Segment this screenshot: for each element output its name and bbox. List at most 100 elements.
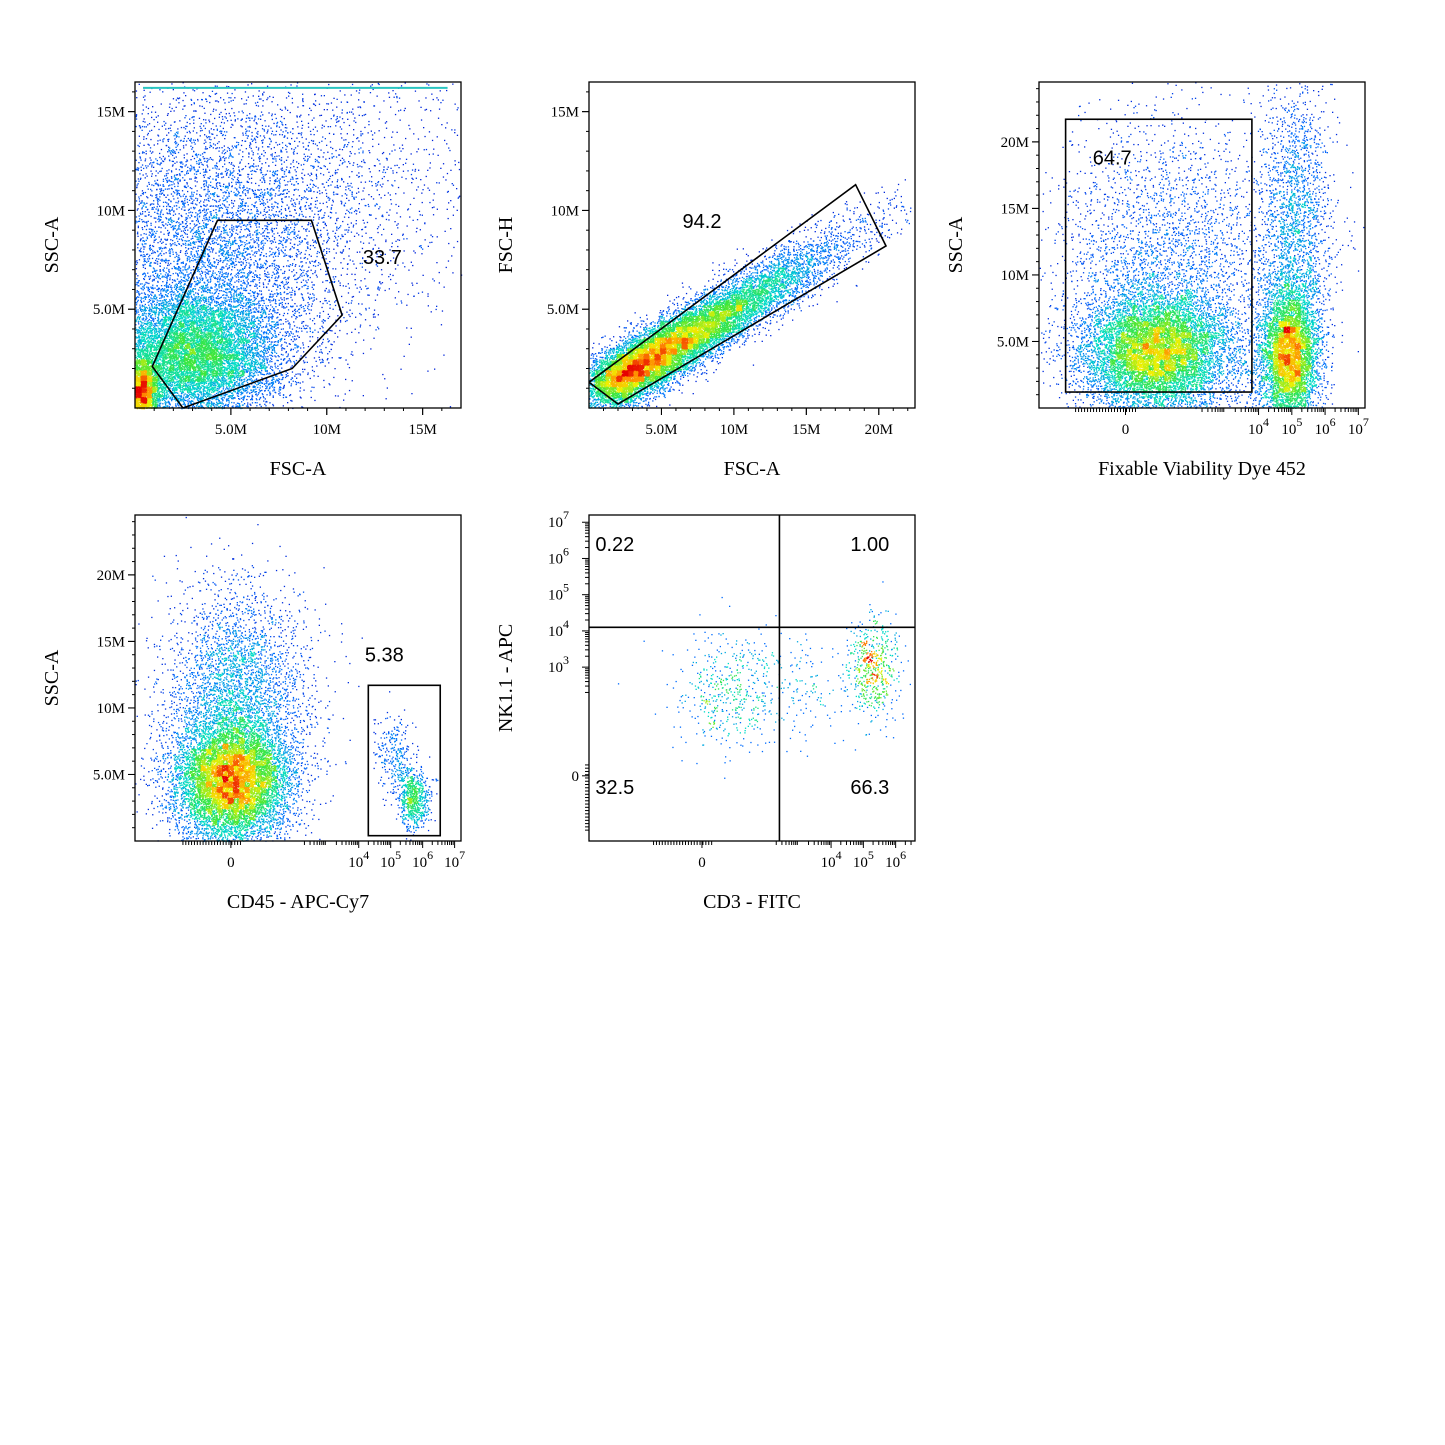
data-point <box>186 250 187 251</box>
data-point <box>295 147 296 148</box>
data-point <box>237 182 238 183</box>
data-point <box>327 241 328 242</box>
data-point <box>174 244 175 245</box>
data-point <box>216 168 217 169</box>
data-point <box>425 109 426 110</box>
data-point <box>402 148 403 149</box>
data-point <box>431 94 432 95</box>
data-point <box>168 235 169 236</box>
data-point <box>449 150 450 151</box>
data-point <box>290 167 291 168</box>
data-point <box>346 229 347 230</box>
data-point <box>314 272 315 273</box>
data-point <box>302 198 303 199</box>
data-point <box>382 184 383 185</box>
data-point <box>369 308 370 309</box>
data-point <box>337 243 338 244</box>
data-point <box>401 85 402 86</box>
data-point <box>150 232 151 233</box>
data-point <box>255 291 256 292</box>
data-point <box>208 198 209 199</box>
data-point <box>261 189 262 190</box>
data-point <box>146 153 147 154</box>
data-point <box>314 357 315 358</box>
data-point <box>335 172 336 173</box>
data-point <box>220 221 221 222</box>
data-point <box>176 194 177 195</box>
data-point <box>151 184 152 185</box>
data-point <box>349 310 350 311</box>
data-point <box>150 235 151 236</box>
data-point <box>191 99 192 100</box>
data-point <box>143 301 144 302</box>
data-point <box>318 223 319 224</box>
data-point <box>290 361 291 362</box>
data-point <box>283 388 284 389</box>
data-point <box>287 110 288 111</box>
data-point <box>259 286 260 287</box>
data-point <box>166 202 167 203</box>
data-point <box>377 182 378 183</box>
data-point <box>349 176 350 177</box>
data-point <box>343 181 344 182</box>
data-point <box>255 224 256 225</box>
data-point <box>279 381 280 382</box>
data-point <box>191 138 192 139</box>
data-point <box>303 326 304 327</box>
data-point <box>232 207 233 208</box>
data-point <box>249 146 250 147</box>
data-point <box>335 237 336 238</box>
data-point <box>212 250 213 251</box>
data-point <box>186 159 187 160</box>
data-point <box>317 161 318 162</box>
data-point <box>351 354 352 355</box>
data-point <box>219 226 220 227</box>
data-point <box>182 221 183 222</box>
data-point <box>145 268 146 269</box>
data-point <box>378 328 379 329</box>
data-point <box>308 267 309 268</box>
data-point <box>285 215 286 216</box>
data-point <box>284 273 285 274</box>
data-point <box>261 170 262 171</box>
data-point <box>368 288 369 289</box>
data-point <box>260 180 261 181</box>
data-point <box>324 255 325 256</box>
data-point <box>286 218 287 219</box>
data-point <box>306 282 307 283</box>
data-point <box>269 402 270 403</box>
data-point <box>341 296 342 297</box>
data-point <box>277 249 278 250</box>
data-point <box>284 291 285 292</box>
data-point <box>295 264 296 265</box>
data-point <box>164 159 165 160</box>
data-point <box>179 229 180 230</box>
data-point <box>380 184 381 185</box>
data-point <box>452 84 453 85</box>
data-point <box>249 188 250 189</box>
data-point <box>360 326 361 327</box>
data-point <box>264 390 265 391</box>
data-point <box>270 171 271 172</box>
data-point <box>313 219 314 220</box>
data-point <box>351 300 352 301</box>
data-point <box>144 222 145 223</box>
data-point <box>203 209 204 210</box>
data-point <box>148 302 149 303</box>
data-point <box>377 228 378 229</box>
data-point <box>289 335 290 336</box>
data-point <box>302 297 303 298</box>
data-point <box>185 95 186 96</box>
data-point <box>279 240 280 241</box>
data-point <box>152 207 153 208</box>
data-point <box>375 300 376 301</box>
data-point <box>239 174 240 175</box>
data-point <box>438 99 439 100</box>
data-point <box>263 202 264 203</box>
data-point <box>445 127 446 128</box>
data-point <box>305 254 306 255</box>
data-point <box>355 317 356 318</box>
data-point <box>170 111 171 112</box>
data-point <box>159 200 160 201</box>
data-point <box>184 138 185 139</box>
